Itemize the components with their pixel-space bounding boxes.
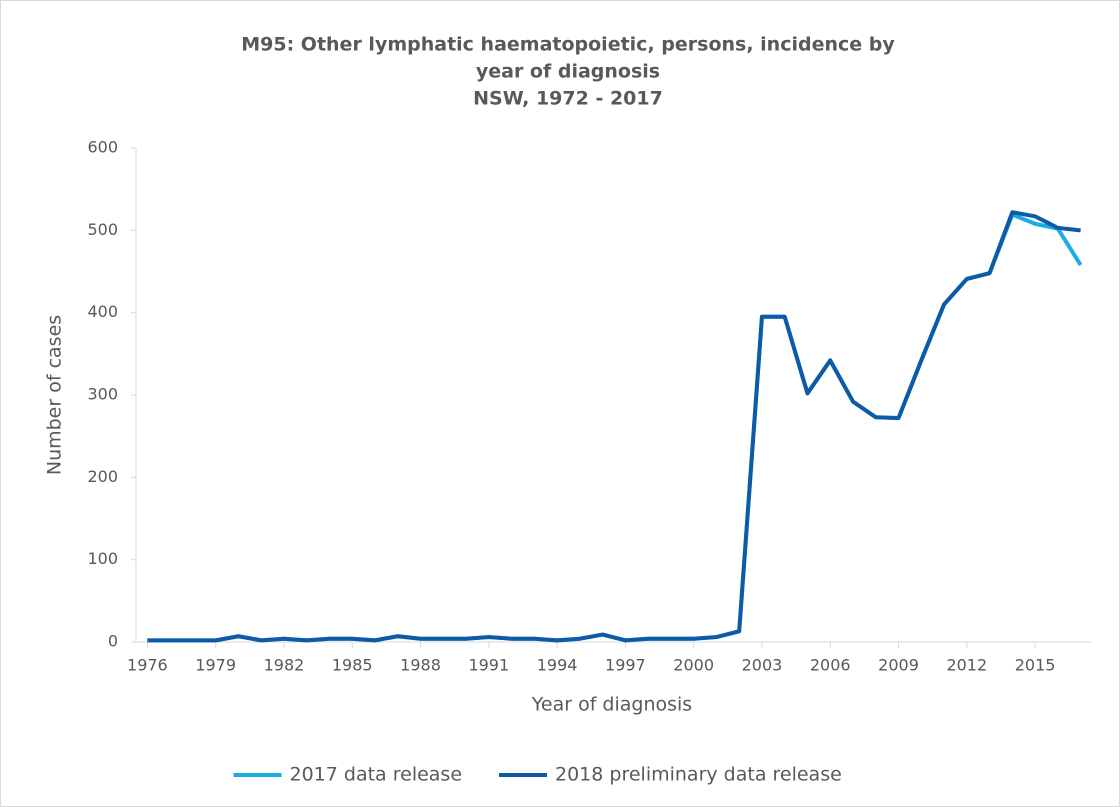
x-axis-title: Year of diagnosis <box>531 694 692 716</box>
data-line <box>147 210 1081 643</box>
x-tick-label: 1982 <box>264 656 305 675</box>
y-tick-label: 100 <box>87 549 118 568</box>
y-tick-label: 0 <box>108 632 118 651</box>
y-tick-label: 400 <box>87 302 118 321</box>
x-tick-label: 1988 <box>400 656 441 675</box>
y-tick-label: 600 <box>87 138 118 157</box>
x-tick-label: 2006 <box>810 656 851 675</box>
x-tick-label: 2012 <box>946 656 987 675</box>
x-tick-label: 1985 <box>332 656 373 675</box>
y-tick-label: 300 <box>87 385 118 404</box>
y-tick-label: 200 <box>87 467 118 486</box>
x-tick-label: 1997 <box>605 656 646 675</box>
x-tick-label: 2000 <box>673 656 714 675</box>
y-tick-label: 500 <box>87 220 118 239</box>
x-tick-label: 1991 <box>468 656 509 675</box>
x-tick-label: 1979 <box>195 656 236 675</box>
chart-title: NSW, 1972 - 2017 <box>473 88 663 110</box>
y-axis-title: Number of cases <box>44 315 66 475</box>
x-tick-label: 2009 <box>878 656 919 675</box>
x-tick-label: 1976 <box>127 656 168 675</box>
legend-label: 2018 preliminary data release <box>555 764 842 786</box>
legend-label: 2017 data release <box>290 764 463 786</box>
chart-title: year of diagnosis <box>476 61 660 83</box>
x-tick-label: 2015 <box>1015 656 1056 675</box>
x-tick-label: 1994 <box>537 656 578 675</box>
x-tick-label: 2003 <box>742 656 783 675</box>
chart-title: M95: Other lymphatic haematopoietic, per… <box>241 34 895 56</box>
